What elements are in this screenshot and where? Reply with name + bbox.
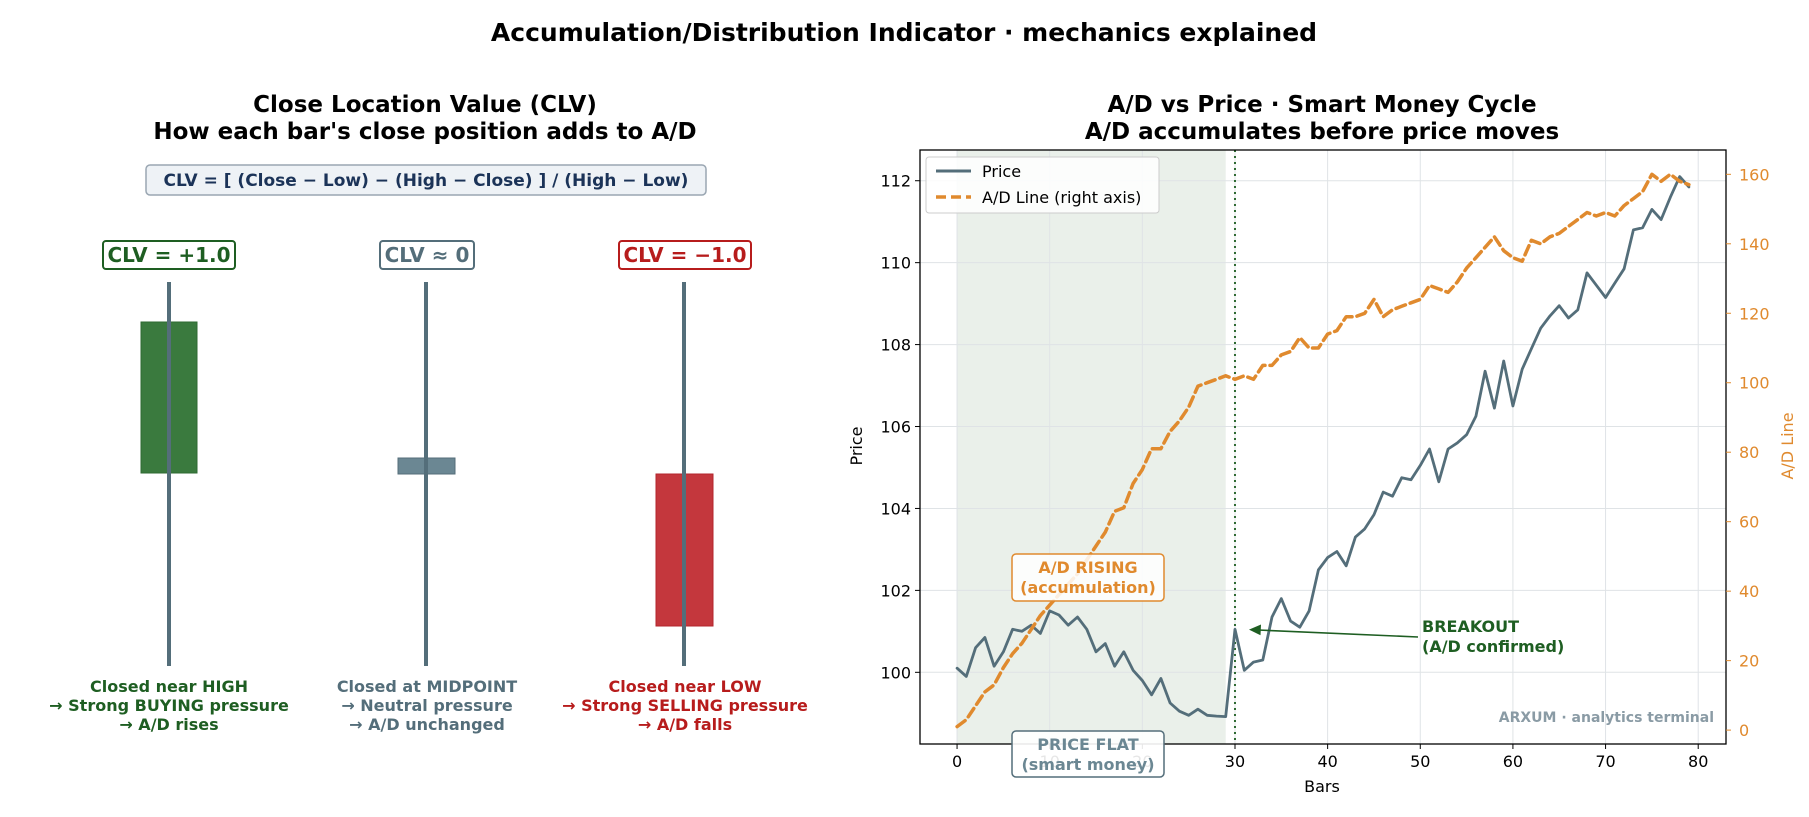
legend-label-ad: A/D Line (right axis) [982, 188, 1141, 207]
annotation-breakout-line2: (A/D confirmed) [1422, 637, 1564, 656]
x-tick-label: 50 [1410, 752, 1430, 771]
y2-tick-label: 0 [1739, 721, 1749, 740]
clv-title-line2: How each bar's close position adds to A/… [153, 119, 696, 145]
accumulation-shade-layer [957, 150, 1226, 744]
x-tick-label: 70 [1595, 752, 1615, 771]
legend: Price A/D Line (right axis) [925, 156, 1160, 214]
x-tick-label: 60 [1503, 752, 1523, 771]
clv-formula-frame [145, 164, 707, 196]
x-tick-label: 30 [1225, 752, 1245, 771]
y-tick-label: 100 [880, 663, 911, 682]
annotation-breakout: BREAKOUT (A/D confirmed) [1249, 617, 1564, 656]
x-tick-label: 0 [952, 752, 962, 771]
ad-chart-title-line1: A/D vs Price · Smart Money Cycle [1107, 92, 1536, 118]
ad-chart-title-line2: A/D accumulates before price moves [1085, 119, 1559, 145]
y-tick-label: 110 [880, 254, 911, 273]
candle-neutral: CLV ≈ 0 Closed at MIDPOINT → Neutral pre… [337, 240, 517, 734]
clv-title-line1: Close Location Value (CLV) [253, 92, 597, 118]
y-tick-label: 112 [880, 172, 911, 191]
candle-bearish-label: CLV = −1.0 [623, 243, 746, 267]
annotation-price-flat-box [1011, 730, 1165, 778]
y-tick-label: 102 [880, 581, 911, 600]
y2-tick-label: 60 [1739, 513, 1759, 532]
annotation-price-flat: PRICE FLAT (smart money) [1011, 730, 1165, 778]
annotation-ad-rising-line2: (accumulation) [1020, 578, 1156, 597]
y2-tick-label: 80 [1739, 443, 1759, 462]
y2-tick-label: 40 [1739, 582, 1759, 601]
annotation-breakout-line1: BREAKOUT [1422, 617, 1519, 636]
y-tick-label: 106 [880, 418, 911, 437]
candle-neutral-desc-2: → Neutral pressure [341, 696, 513, 715]
candle-neutral-desc-1: Closed at MIDPOINT [337, 677, 517, 696]
y2-tick-label: 20 [1739, 652, 1759, 671]
candle-bearish-label-box [618, 240, 752, 270]
candle-bullish-desc-2: → Strong BUYING pressure [49, 696, 289, 715]
legend-label-price: Price [982, 162, 1021, 181]
candle-bullish-label-box [102, 240, 236, 270]
annotation-price-flat-line1: PRICE FLAT [1037, 735, 1139, 754]
plot-frame [919, 149, 1727, 745]
candle-bearish-desc-1: Closed near LOW [609, 677, 762, 696]
y-axis-label: Price [847, 426, 866, 465]
clv-formula: CLV = [ (Close − Low) − (High − Close) ]… [164, 171, 689, 191]
candle-bullish-label: CLV = +1.0 [107, 243, 230, 267]
annotation-ad-rising-line1: A/D RISING [1038, 558, 1137, 577]
candle-neutral-desc-3: → A/D unchanged [349, 715, 505, 734]
candle-neutral-label: CLV ≈ 0 [385, 243, 470, 267]
price-series-line [955, 175, 1691, 718]
y-tick-label: 104 [880, 499, 911, 518]
breakout-arrow-shaft [1257, 629, 1419, 638]
legend-frame [925, 156, 1160, 214]
candle-bearish: CLV = −1.0 Closed near LOW → Strong SELL… [562, 240, 808, 734]
y2-axis-label: A/D Line [1778, 412, 1797, 479]
annotation-ad-rising-box [1011, 553, 1165, 602]
ad-chart-panel: A/D vs Price · Smart Money Cycle A/D acc… [847, 92, 1797, 796]
x-axis-label: Bars [1304, 777, 1340, 796]
clv-formula-box: CLV = [ (Close − Low) − (High − Close) ]… [145, 164, 707, 196]
candle-neutral-label-box [379, 240, 475, 270]
candle-bearish-desc-3: → A/D falls [638, 715, 732, 734]
grid-layer [920, 150, 1726, 744]
y-tick-label: 108 [880, 336, 911, 355]
candle-bearish-desc-2: → Strong SELLING pressure [562, 696, 808, 715]
tick-layer: 0102030405060708010010210410610811011202… [880, 165, 1769, 771]
candle-bullish-desc-1: Closed near HIGH [90, 677, 248, 696]
x-tick-label: 80 [1688, 752, 1708, 771]
y2-tick-label: 100 [1739, 374, 1770, 393]
breakout-arrow-head [1249, 624, 1261, 636]
accumulation-region [957, 150, 1226, 744]
x-tick-label: 40 [1317, 752, 1337, 771]
annotation-ad-rising: A/D RISING (accumulation) [1011, 553, 1165, 602]
annotation-price-flat-line2: (smart money) [1021, 755, 1154, 774]
y2-tick-label: 120 [1739, 304, 1770, 323]
candle-bullish: CLV = +1.0 Closed near HIGH → Strong BUY… [49, 240, 289, 734]
y2-tick-label: 160 [1739, 165, 1770, 184]
watermark: ARXUM · analytics terminal [1499, 710, 1714, 726]
y2-tick-label: 140 [1739, 235, 1770, 254]
plot-area: 0102030405060708010010210410610811011202… [880, 149, 1770, 771]
clv-panel: Close Location Value (CLV) How each bar'… [49, 92, 808, 734]
candle-bullish-desc-3: → A/D rises [119, 715, 218, 734]
figure-title: Accumulation/Distribution Indicator · me… [491, 18, 1317, 47]
